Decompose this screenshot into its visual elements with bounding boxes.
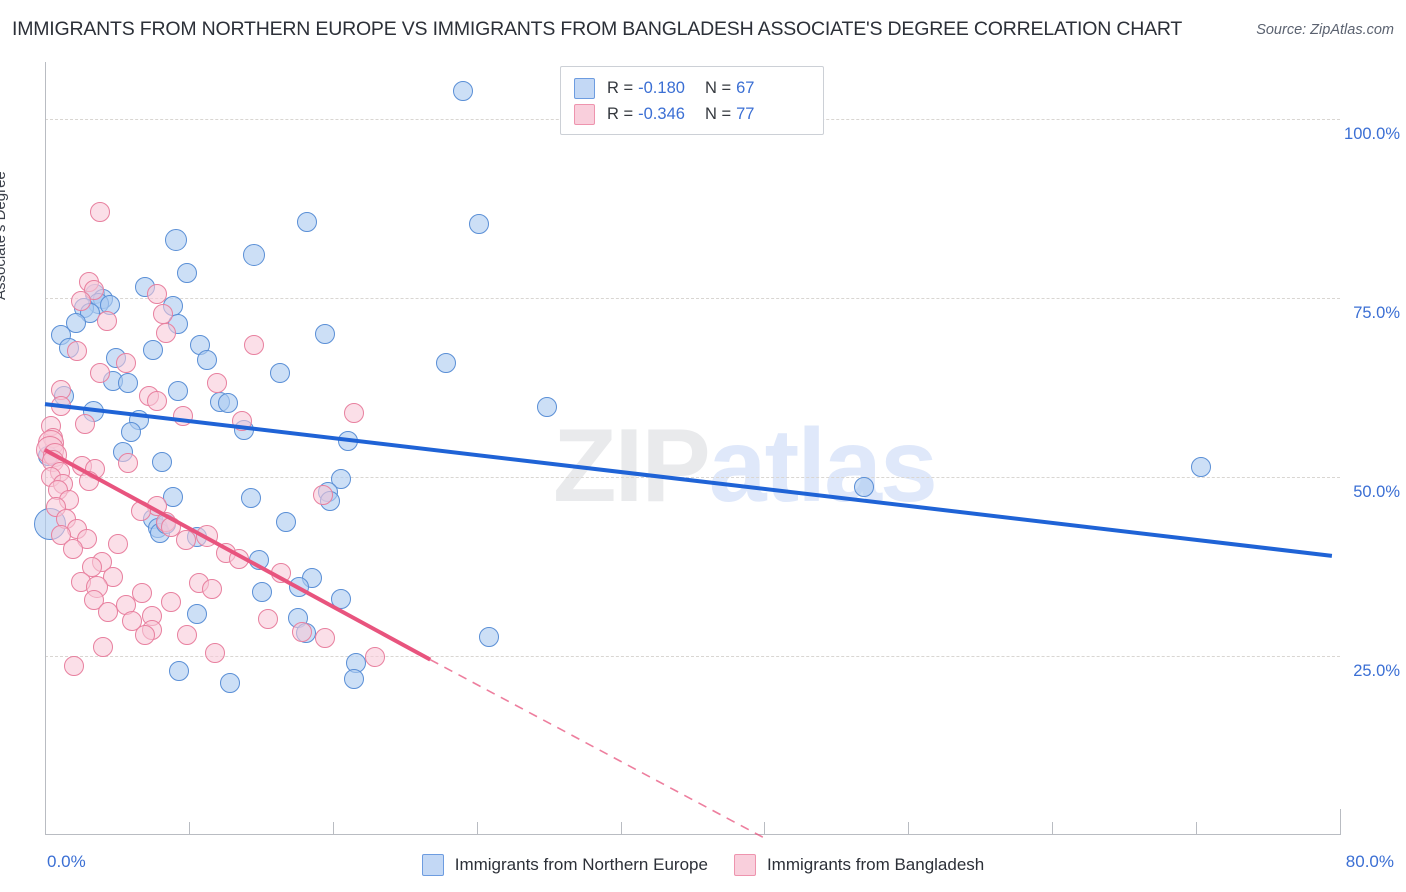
scatter-point [143,340,164,361]
x-tick [1052,822,1053,835]
scatter-point [153,303,174,324]
page-title: IMMIGRANTS FROM NORTHERN EUROPE VS IMMIG… [12,18,1183,40]
x-tick [1196,822,1197,835]
scatter-point [195,524,218,547]
scatter-point [177,624,198,645]
scatter-point [344,668,365,689]
scatter-point [217,392,238,413]
legend-item-bangladesh[interactable]: Immigrants from Bangladesh [733,854,985,876]
scatter-point [161,591,182,612]
scatter-point [107,533,128,554]
x-tick [333,822,334,835]
scatter-point [196,350,217,371]
stats-row-bangladesh: R = -0.346 N = 77 [574,101,754,127]
scatter-point [117,452,138,473]
scatter-point [93,636,114,657]
plot-background [45,62,1340,835]
scatter-point [344,402,365,423]
scatter-point [229,548,250,569]
scatter-point [478,627,499,648]
scatter-point [315,323,336,344]
stats-r-value-1: -0.346 [638,104,685,123]
scatter-point [115,353,136,374]
scatter-point [156,323,177,344]
scatter-point [67,341,88,362]
scatter-point [297,212,318,233]
scatter-point [165,228,188,251]
scatter-point [130,501,151,522]
stats-r-key-1: R = [607,104,634,123]
gridline-25 [45,656,1340,658]
chart-header: IMMIGRANTS FROM NORTHERN EUROPE VS IMMIG… [0,0,1406,52]
scatter-point [536,396,557,417]
x-tick [189,822,190,835]
scatter-point [240,487,261,508]
scatter-point [436,352,457,373]
scatter-point [177,263,198,284]
stats-swatch-northern-europe [574,77,595,99]
scatter-point [243,335,264,356]
scatter-point [146,391,167,412]
y-tick-label: 25.0% [1353,662,1400,681]
gridline-75 [45,298,1340,300]
stats-n-value-1: 77 [736,104,755,123]
scatter-point [146,283,167,304]
y-tick-label: 50.0% [1353,483,1400,502]
y-axis-title: Associate's Degree [0,171,9,300]
stats-n-key-0: N = [704,78,732,97]
legend-label-bangladesh: Immigrants from Bangladesh [766,855,985,874]
correlation-stats-legend: R = -0.180 N = 67 R = -0.346 N = 77 [560,66,824,135]
scatter-point [65,312,86,333]
scatter-point [331,588,352,609]
legend-item-northern-europe[interactable]: Immigrants from Northern Europe [421,854,708,876]
plot-area: ZIPatlas [33,62,1341,840]
scatter-point [452,80,473,101]
y-tick-label: 100.0% [1344,125,1400,144]
stats-r-key-0: R = [607,78,634,97]
stats-n-key-1: N = [704,104,732,123]
legend-label-northern-europe: Immigrants from Northern Europe [454,855,708,874]
x-tick [1340,809,1341,835]
stats-r-value-0: -0.180 [638,78,685,97]
scatter-point [96,311,117,332]
x-axis-min-label: 0.0% [47,852,86,871]
scatter-point [151,452,172,473]
legend-swatch-northern-europe [421,854,444,876]
scatter-point [337,431,358,452]
scatter-point [90,362,111,383]
scatter-point [219,672,240,693]
scatter-point [248,550,269,571]
x-axis-line [45,834,1340,835]
scatter-point [98,601,119,622]
scatter-point [269,363,290,384]
legend-swatch-bangladesh [733,854,756,876]
scatter-point [169,661,190,682]
stats-swatch-bangladesh [574,103,595,125]
x-tick [908,822,909,835]
scatter-point [187,603,208,624]
scatter-point [62,539,83,560]
scatter-point [167,381,188,402]
stats-n-value-0: 67 [736,78,755,97]
scatter-point [117,372,138,393]
scatter-point [242,243,265,266]
scatter-point [201,578,222,599]
scatter-point [468,213,489,234]
x-axis-max-label: 80.0% [1345,852,1394,871]
y-tick-label: 75.0% [1353,304,1400,323]
scatter-point [120,422,141,443]
scatter-point [70,291,91,312]
scatter-point [1190,457,1211,478]
source-label: Source: ZipAtlas.com [1256,22,1394,38]
scatter-point [90,202,111,223]
scatter-point [206,373,227,394]
series-legend: Immigrants from Northern Europe Immigran… [0,848,1406,882]
gridline-50 [45,477,1340,479]
stats-row-northern-europe: R = -0.180 N = 67 [574,75,754,101]
scatter-point [175,530,196,551]
scatter-point [251,581,272,602]
scatter-point [172,405,193,426]
